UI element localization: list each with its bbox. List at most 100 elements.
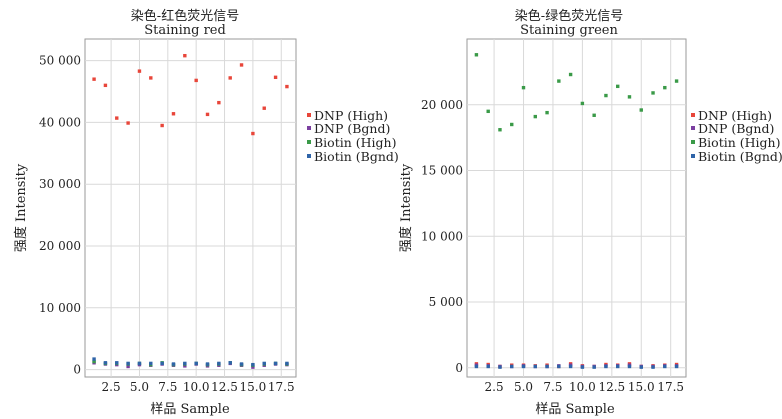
legend-label-dnp-bgnd: DNP (Bgnd)	[698, 121, 774, 136]
legend-swatch-dnp-high	[307, 113, 311, 117]
chart-red-x-tick-label: 17.5	[268, 380, 295, 394]
chart-green-point-biotin-high	[604, 93, 608, 98]
chart-green-x-ticks: 2.5 5.0 7.5 10.0 12.5 15.0 17.5	[485, 380, 685, 394]
chart-green-y-tick-label: 5 000	[429, 295, 463, 309]
chart-red-y-tick-label: 0	[73, 363, 81, 377]
chart-green-point-biotin-high	[545, 110, 549, 115]
chart-green-point-biotin-bgnd	[674, 364, 679, 369]
chart-red-panel: 染色-红色荧光信号 Staining red 0 10 000 20 000 30 0…	[13, 8, 399, 417]
chart-red-point-biotin-bgnd	[285, 361, 289, 366]
chart-green-x-tick-label: 2.5	[485, 380, 504, 394]
chart-green-point-biotin-bgnd	[663, 364, 667, 369]
chart-red-subtitle: Staining red	[144, 23, 226, 38]
chart-red-point-dnp-high	[262, 106, 266, 110]
chart-green-point-biotin-bgnd	[616, 364, 620, 369]
chart-red-point-dnp-bgnd	[126, 364, 130, 369]
legend-swatch-biotin-bgnd	[691, 154, 695, 158]
chart-green-plot-area	[466, 38, 687, 378]
chart-green-point-biotin-bgnd	[510, 364, 514, 369]
chart-red-point-biotin-bgnd	[228, 361, 232, 365]
chart-green-point-biotin-bgnd	[486, 364, 490, 369]
chart-red-gridlines	[85, 39, 296, 377]
chart-green-point-biotin-high	[663, 85, 667, 90]
chart-green-point-biotin-bgnd	[639, 365, 643, 369]
chart-green-point-biotin-high	[627, 95, 632, 99]
chart-red-point-biotin-bgnd	[171, 362, 176, 366]
chart-red-point-dnp-high	[251, 131, 255, 136]
chart-red-title: 染色-红色荧光信号	[131, 8, 239, 24]
chart-green-point-biotin-bgnd	[498, 365, 502, 369]
chart-green-x-axis-label: 样品 Sample	[535, 402, 615, 417]
chart-red-point-dnp-high	[217, 100, 221, 105]
chart-green-x-tick-label: 7.5	[543, 380, 562, 394]
chart-red-point-dnp-high	[194, 78, 198, 83]
chart-green-point-biotin-bgnd	[533, 364, 537, 369]
chart-red-x-tick-label: 5.0	[130, 380, 149, 394]
chart-red-point-biotin-bgnd	[137, 361, 142, 366]
chart-red-point-biotin-bgnd	[160, 361, 164, 366]
chart-green-legend: DNP (High) DNP (Bgnd) Biotin (High) Biot…	[691, 108, 782, 164]
chart-green-point-biotin-high	[533, 114, 537, 119]
chart-red-y-axis-label: 强度 Intensity	[13, 163, 29, 252]
chart-red-point-dnp-high	[126, 121, 130, 125]
legend-label-dnp-high: DNP (High)	[698, 108, 772, 123]
chart-green-point-biotin-bgnd	[627, 364, 632, 369]
chart-green-y-ticks: 0 5 000 10 000 15 000 20 000	[421, 98, 463, 375]
chart-green-panel: 染色-绿色荧光信号 Staining green 0 5 000 10 000 15 …	[398, 8, 782, 417]
chart-green-subtitle: Staining green	[520, 23, 618, 38]
chart-red-point-dnp-high	[160, 123, 164, 128]
chart-green-point-biotin-bgnd	[545, 364, 549, 369]
chart-red-point-biotin-bgnd	[273, 361, 278, 366]
chart-red-points	[92, 53, 289, 369]
chart-green-point-biotin-bgnd	[474, 364, 479, 369]
chart-red-y-tick-label: 50 000	[39, 54, 81, 68]
chart-red-point-dnp-high	[285, 84, 289, 89]
chart-red-plot-area	[84, 38, 297, 378]
chart-green-point-biotin-bgnd	[604, 364, 608, 369]
chart-red-point-dnp-high	[137, 69, 142, 73]
chart-green-x-tick-label: 15.0	[628, 380, 655, 394]
chart-red-point-biotin-bgnd	[103, 361, 108, 365]
chart-red-point-biotin-bgnd	[115, 361, 119, 365]
chart-green-point-biotin-bgnd	[651, 365, 655, 369]
chart-red-x-tick-label: 7.5	[158, 380, 177, 394]
legend-swatch-dnp-high	[691, 113, 695, 117]
chart-red-point-dnp-bgnd	[183, 364, 187, 368]
chart-green-x-tick-label: 12.5	[598, 380, 625, 394]
chart-green-y-tick-label: 0	[455, 361, 463, 375]
chart-green-y-axis-label: 强度 Intensity	[398, 163, 414, 252]
legend-label-biotin-high: Biotin (High)	[314, 135, 396, 150]
chart-red-point-dnp-high	[115, 116, 119, 120]
chart-green-x-tick-label: 17.5	[657, 380, 684, 394]
chart-green-point-biotin-high	[486, 109, 490, 114]
chart-green-point-biotin-high	[639, 108, 643, 112]
legend-swatch-biotin-high	[307, 140, 311, 144]
chart-red-point-biotin-bgnd	[239, 362, 244, 366]
chart-green-title: 染色-绿色荧光信号	[515, 8, 623, 24]
chart-green-point-biotin-high	[592, 113, 596, 117]
chart-green-point-biotin-bgnd	[580, 365, 585, 369]
chart-red-y-tick-label: 40 000	[39, 115, 81, 129]
chart-red-x-ticks: 2.5 5.0 7.5 10.0 12.5 15.0 17.5	[102, 380, 295, 394]
chart-red-y-tick-label: 20 000	[39, 239, 81, 253]
chart-red-point-dnp-high	[273, 75, 278, 80]
chart-red-point-biotin-high	[92, 359, 96, 364]
chart-red-point-dnp-high	[103, 83, 108, 88]
chart-green-gridlines	[467, 39, 686, 377]
chart-red-y-ticks: 0 10 000 20 000 30 000 40 000 50 000	[39, 54, 81, 377]
chart-green-y-tick-label: 20 000	[421, 98, 463, 112]
chart-red-x-tick-label: 2.5	[102, 380, 121, 394]
chart-red-point-biotin-bgnd	[205, 362, 210, 366]
chart-red-point-dnp-high	[149, 76, 153, 80]
chart-red-point-dnp-high	[92, 77, 96, 81]
chart-green-point-biotin-bgnd	[592, 365, 596, 369]
chart-green-point-biotin-high	[616, 84, 620, 89]
chart-red-point-biotin-bgnd	[194, 361, 198, 366]
chart-green-point-biotin-bgnd	[557, 364, 561, 369]
chart-red-point-biotin-bgnd	[149, 361, 153, 366]
legend-label-dnp-bgnd: DNP (Bgnd)	[314, 121, 390, 136]
chart-green-x-tick-label: 10.0	[569, 380, 596, 394]
chart-red-point-biotin-bgnd	[262, 361, 266, 366]
chart-green-point-biotin-high	[568, 72, 573, 77]
chart-red-point-biotin-bgnd	[92, 357, 96, 361]
